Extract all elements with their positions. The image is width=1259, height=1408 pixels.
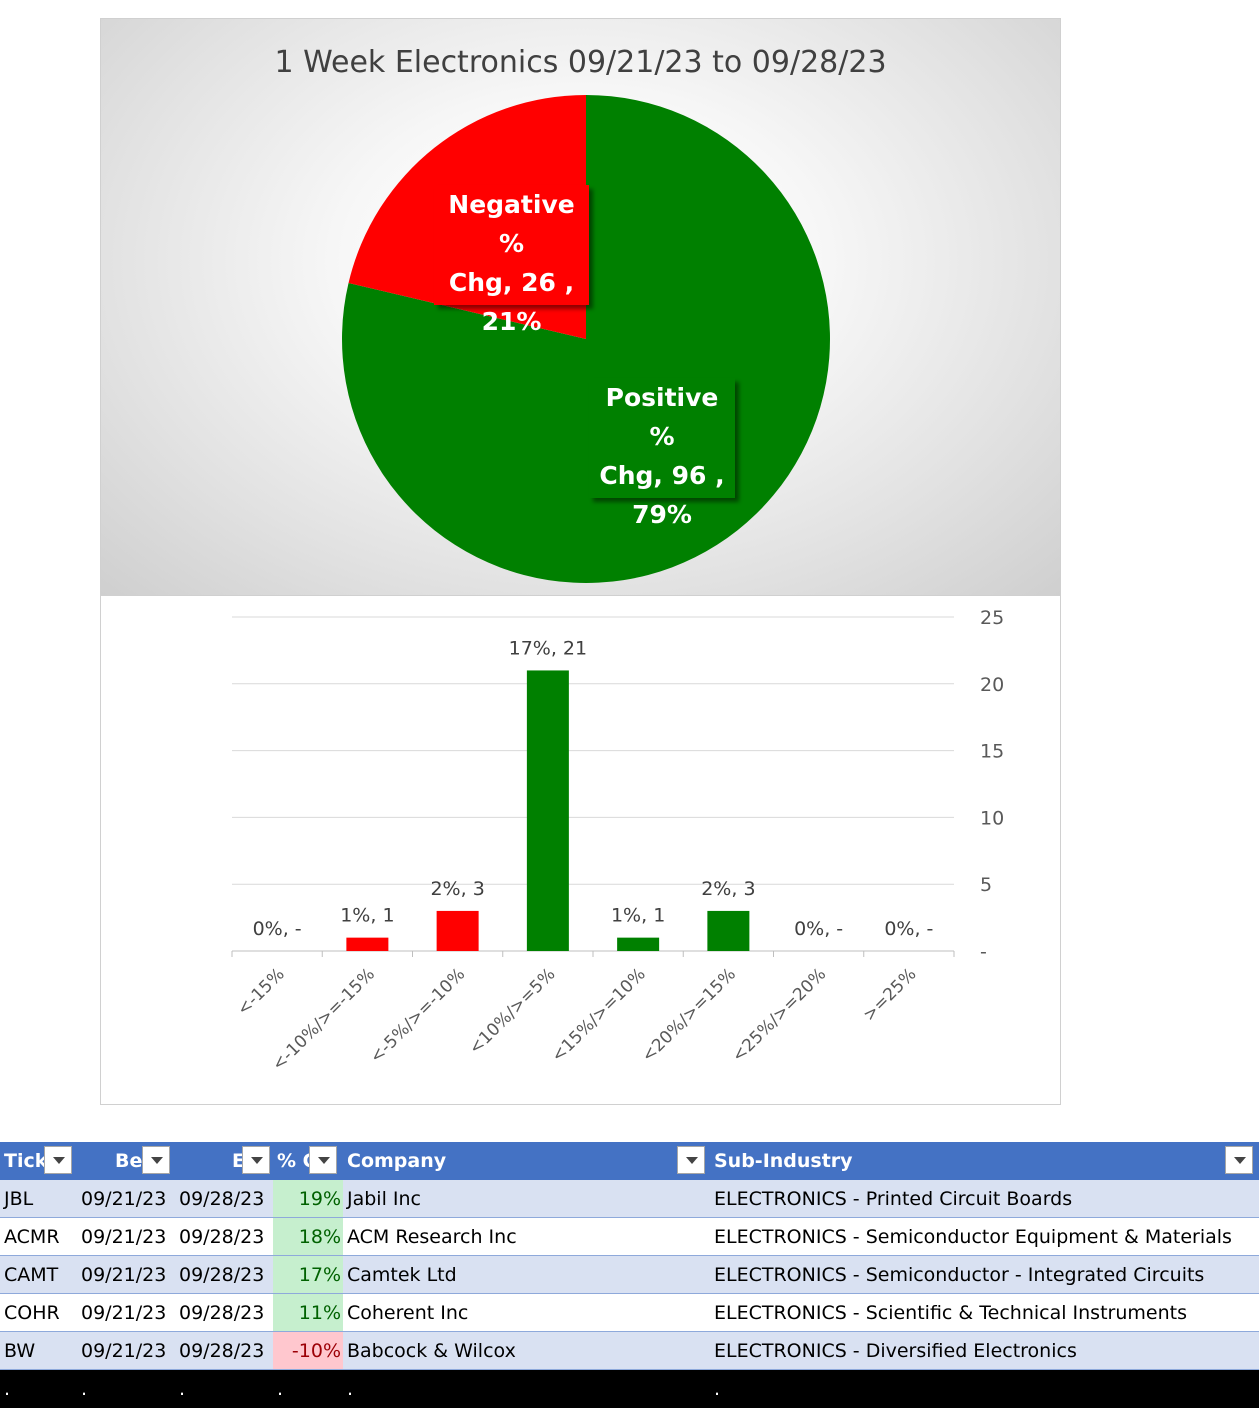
x-tick-label: <15%/>=10%	[548, 964, 650, 1066]
bar-data-label: 1%, 1	[611, 905, 665, 927]
bar-data-label: 0%, -	[253, 918, 302, 940]
pie-label-positive: Positive % Chg, 96 , 79%	[589, 378, 735, 498]
filter-dropdown-end[interactable]	[242, 1146, 270, 1174]
cell-end-date[interactable]: 09/28/23	[175, 1294, 273, 1332]
pie-label-positive-line3: 79%	[589, 495, 735, 534]
x-tick-label: <-5%/>=-10%	[366, 964, 469, 1067]
cell-company[interactable]: Babcock & Wilcox	[343, 1332, 710, 1370]
bar	[707, 911, 749, 951]
bar-data-label: 17%, 21	[509, 637, 588, 659]
pie-label-positive-line1: Positive %	[589, 378, 735, 456]
footer-cell: .	[77, 1370, 175, 1408]
bar	[437, 911, 479, 951]
pie-label-negative: Negative % Chg, 26 , 21%	[434, 185, 589, 305]
footer-cell: .	[0, 1370, 77, 1408]
pie-chart-panel: 1 Week Electronics 09/21/23 to 09/28/23 …	[100, 18, 1061, 596]
cell-begin-date[interactable]: 09/21/23	[77, 1180, 175, 1218]
bar-data-label: 1%, 1	[340, 905, 394, 927]
cell-end-date[interactable]: 09/28/23	[175, 1180, 273, 1218]
x-tick-label: <10%/>=5%	[465, 964, 559, 1058]
cell-pct-change[interactable]: 11%	[273, 1294, 343, 1332]
bar-data-label: 2%, 3	[701, 878, 755, 900]
cell-company[interactable]: ACM Research Inc	[343, 1218, 710, 1256]
pie-label-negative-line2: Chg, 26 ,	[434, 263, 589, 302]
header-sub-industry: Sub-Industry	[710, 1142, 1259, 1180]
cell-begin-date[interactable]: 09/21/23	[77, 1332, 175, 1370]
cell-sub-industry[interactable]: ELECTRONICS - Diversified Electronics	[710, 1332, 1259, 1370]
y-tick-label: 20	[980, 674, 1004, 696]
header-begin: Be	[77, 1142, 175, 1180]
cell-ticker[interactable]: ACMR	[0, 1218, 77, 1256]
cell-sub-industry[interactable]: ELECTRONICS - Semiconductor - Integrated…	[710, 1256, 1259, 1294]
bar	[346, 938, 388, 951]
y-tick-label: 10	[980, 807, 1004, 829]
cell-pct-change[interactable]: 17%	[273, 1256, 343, 1294]
cell-ticker[interactable]: JBL	[0, 1180, 77, 1218]
cell-end-date[interactable]: 09/28/23	[175, 1218, 273, 1256]
cell-end-date[interactable]: 09/28/23	[175, 1332, 273, 1370]
header-pct-change: % C	[273, 1142, 343, 1180]
cell-begin-date[interactable]: 09/21/23	[77, 1218, 175, 1256]
bar-data-label: 0%, -	[794, 918, 843, 940]
bar	[527, 670, 569, 951]
pie-label-positive-line2: Chg, 96 ,	[589, 456, 735, 495]
footer-cell: .	[273, 1370, 343, 1408]
cell-end-date[interactable]: 09/28/23	[175, 1256, 273, 1294]
y-tick-label: -	[980, 941, 987, 963]
cell-begin-date[interactable]: 09/21/23	[77, 1294, 175, 1332]
header-ticker: Tick	[0, 1142, 77, 1180]
table-footer-row: ......	[0, 1370, 1259, 1408]
cell-company[interactable]: Coherent Inc	[343, 1294, 710, 1332]
filter-dropdown-ticker[interactable]	[44, 1146, 72, 1174]
cell-pct-change[interactable]: 18%	[273, 1218, 343, 1256]
x-tick-label: <20%/>=15%	[638, 964, 740, 1066]
footer-cell: .	[710, 1370, 1259, 1408]
cell-company[interactable]: Camtek Ltd	[343, 1256, 710, 1294]
cell-company[interactable]: Jabil Inc	[343, 1180, 710, 1218]
header-end: E	[175, 1142, 273, 1180]
footer-cell: .	[175, 1370, 273, 1408]
footer-cell: .	[343, 1370, 710, 1408]
x-tick-label: <-15%	[233, 964, 288, 1019]
filter-dropdown-sub-industry[interactable]	[1225, 1146, 1253, 1174]
filter-dropdown-company[interactable]	[677, 1146, 705, 1174]
filter-dropdown-begin[interactable]	[142, 1146, 170, 1174]
cell-pct-change[interactable]: -10%	[273, 1332, 343, 1370]
y-tick-label: 15	[980, 741, 1004, 763]
cell-sub-industry[interactable]: ELECTRONICS - Semiconductor Equipment & …	[710, 1218, 1259, 1256]
table-header-row: Tick Be E % C Company Sub-Industry	[0, 1142, 1259, 1180]
y-tick-label: 25	[980, 607, 1004, 629]
y-tick-label: 5	[980, 874, 992, 896]
cell-ticker[interactable]: CAMT	[0, 1256, 77, 1294]
x-tick-label: >=25%	[859, 964, 920, 1025]
bar-data-label: 2%, 3	[430, 878, 484, 900]
header-company: Company	[343, 1142, 710, 1180]
cell-sub-industry[interactable]: ELECTRONICS - Printed Circuit Boards	[710, 1180, 1259, 1218]
cell-ticker[interactable]: BW	[0, 1332, 77, 1370]
pie-label-negative-line1: Negative %	[434, 185, 589, 263]
cell-pct-change[interactable]: 19%	[273, 1180, 343, 1218]
x-tick-label: <25%/>=20%	[728, 964, 830, 1066]
filter-dropdown-pct-change[interactable]	[309, 1146, 337, 1174]
cell-begin-date[interactable]: 09/21/23	[77, 1256, 175, 1294]
bar	[617, 938, 659, 951]
pie-label-negative-line3: 21%	[434, 302, 589, 341]
bar-data-label: 0%, -	[884, 918, 933, 940]
cell-ticker[interactable]: COHR	[0, 1294, 77, 1332]
cell-sub-industry[interactable]: ELECTRONICS - Scientific & Technical Ins…	[710, 1294, 1259, 1332]
